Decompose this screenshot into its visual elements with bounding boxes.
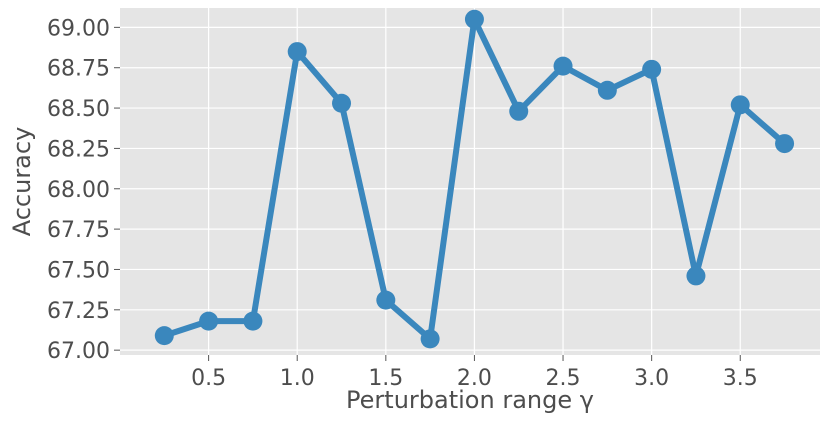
data-point	[775, 134, 795, 154]
data-point	[597, 80, 617, 100]
x-axis-label: Perturbation range γ	[346, 386, 594, 414]
data-point	[730, 95, 750, 115]
y-axis-label: Accuracy	[8, 127, 36, 237]
y-tick-label: 67.50	[47, 258, 110, 283]
y-tick-label: 67.00	[47, 339, 110, 364]
x-tick-label: 3.5	[723, 366, 758, 391]
data-point	[686, 266, 706, 286]
x-tick-label: 2.5	[546, 366, 581, 391]
y-tick-label: 68.75	[47, 57, 110, 82]
y-tick-label: 68.25	[47, 137, 110, 162]
tick-labels: 67.00 67.25 67.50 67.75 68.00 68.25 68.50 68.75…	[47, 16, 758, 391]
y-tick-label: 68.50	[47, 97, 110, 122]
data-point	[332, 93, 352, 113]
data-point	[420, 329, 440, 349]
x-tick-label: 1.5	[368, 366, 403, 391]
tick-marks	[114, 26, 741, 361]
y-tick-label: 68.00	[47, 178, 110, 203]
series-group	[154, 9, 795, 349]
grid-lines	[120, 8, 820, 355]
data-point	[376, 290, 396, 310]
data-point	[199, 311, 219, 331]
data-point	[243, 311, 263, 331]
data-point	[154, 326, 174, 346]
x-tick-label: 0.5	[191, 366, 226, 391]
data-point	[642, 59, 662, 79]
y-tick-label: 69.00	[47, 16, 110, 41]
data-point	[287, 42, 307, 62]
x-tick-label: 2.0	[457, 366, 492, 391]
data-point	[553, 56, 573, 76]
data-point	[464, 9, 484, 29]
data-point	[509, 101, 529, 121]
y-tick-label: 67.25	[47, 299, 110, 324]
y-tick-label: 67.75	[47, 218, 110, 243]
x-tick-label: 3.0	[634, 366, 669, 391]
x-tick-label: 1.0	[280, 366, 315, 391]
